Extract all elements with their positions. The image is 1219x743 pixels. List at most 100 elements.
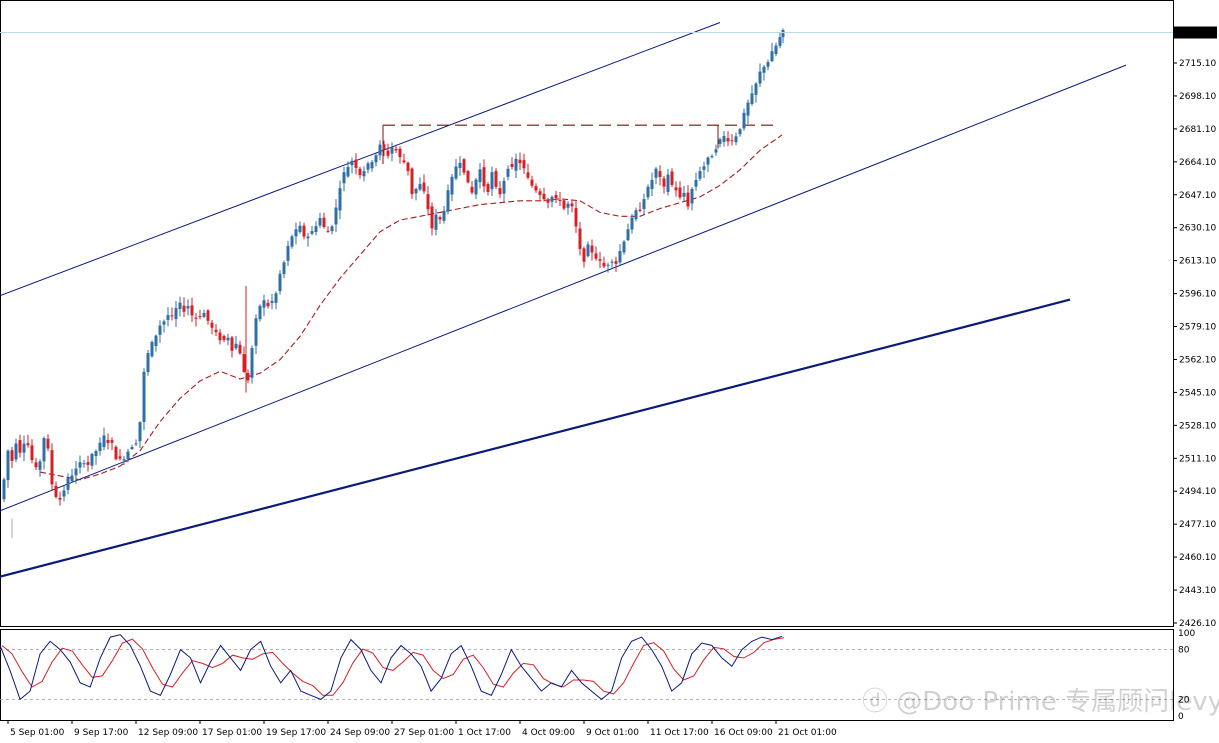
bull-candle: [82, 459, 86, 468]
bear-candle: [58, 491, 62, 506]
bear-candle: [110, 437, 114, 451]
bull-candle: [294, 222, 298, 245]
bull-candle: [178, 296, 182, 317]
stochastic-panel: 100 80 20 0: [0, 629, 1195, 722]
stoch-main-line: [0, 634, 783, 701]
bear-candle: [394, 144, 398, 154]
bull-candle: [366, 161, 370, 174]
bear-candle: [670, 168, 674, 188]
price-tick-label: 2698.10: [1179, 92, 1216, 102]
bull-candle: [610, 259, 614, 268]
bear-candle: [638, 202, 642, 213]
bear-candle: [46, 434, 50, 452]
bear-candle: [54, 481, 58, 499]
bull-candle: [442, 205, 446, 224]
bull-candle: [502, 177, 506, 202]
bull-candle: [762, 64, 766, 81]
bear-candle: [602, 256, 606, 269]
price-tick-label: 2477.10: [1179, 520, 1216, 530]
bear-candle: [214, 324, 218, 337]
bull-candle: [778, 32, 782, 49]
bull-candle: [390, 142, 394, 162]
bull-candle: [202, 309, 206, 318]
bull-candle: [74, 460, 78, 484]
bull-candle: [122, 456, 126, 466]
bull-candle: [474, 177, 478, 200]
bull-candle: [286, 240, 290, 266]
main-chart-frame: [0, 0, 1174, 721]
bull-candle: [70, 468, 74, 484]
price-tick-label: 2443.10: [1179, 586, 1216, 596]
bull-candle: [94, 449, 98, 465]
bull-candle: [154, 334, 158, 352]
bear-candle: [438, 215, 442, 224]
bull-candle: [146, 349, 150, 376]
bear-candle: [530, 175, 534, 188]
bull-candle: [186, 299, 190, 316]
bull-candle: [142, 368, 146, 431]
bull-candle: [690, 187, 694, 211]
bear-candle: [486, 182, 490, 196]
bull-candle: [698, 166, 702, 182]
time-tick-label: 16 Oct 09:00: [714, 728, 773, 738]
bear-candle: [422, 174, 426, 195]
bull-candle: [282, 260, 286, 279]
bear-candle: [522, 153, 526, 174]
trend-lines: [0, 22, 1127, 578]
bear-candle: [546, 197, 550, 209]
bear-candle: [470, 181, 474, 195]
bear-candle: [498, 180, 502, 198]
bear-candle: [574, 200, 578, 233]
bull-candle: [450, 174, 454, 202]
bear-candle: [10, 447, 14, 468]
bear-candle: [554, 190, 558, 203]
bull-candle: [134, 439, 138, 447]
price-tick-label: 2579.10: [1179, 323, 1216, 333]
bear-candle: [106, 433, 110, 450]
time-tick-label: 1 Oct 17:00: [458, 728, 511, 738]
bull-candle: [270, 293, 274, 310]
bull-candle: [126, 448, 130, 463]
bull-candle: [714, 144, 718, 156]
bull-candle: [414, 187, 418, 201]
time-tick-label: 9 Sep 17:00: [74, 728, 129, 738]
bear-candle: [466, 169, 470, 184]
last-price-marker: 2730.84: [0, 26, 1217, 39]
bear-candle: [26, 434, 30, 448]
price-tick-label: 2630.10: [1179, 224, 1216, 234]
bear-candle: [266, 299, 270, 309]
bear-candle: [482, 159, 486, 193]
bear-candle: [18, 434, 22, 458]
bear-candle: [430, 202, 434, 236]
bull-candle: [234, 335, 238, 351]
bull-candle: [130, 444, 134, 451]
bull-candle: [710, 154, 714, 159]
bull-candle: [478, 162, 482, 189]
bull-candle: [458, 156, 462, 176]
bear-candle: [242, 346, 246, 374]
price-tick-label: 2562.10: [1179, 355, 1216, 365]
bull-candle: [350, 157, 354, 174]
bear-candle: [114, 445, 118, 461]
channel-lower-line: [0, 64, 1127, 512]
bear-candle: [206, 309, 210, 325]
bull-candle: [290, 234, 294, 249]
bear-candle: [170, 307, 174, 321]
time-tick-label: 11 Oct 17:00: [650, 728, 709, 738]
bull-candle: [654, 166, 658, 185]
time-tick-label: 21 Oct 01:00: [778, 728, 837, 738]
time-tick-label: 17 Sep 01:00: [202, 728, 262, 738]
bull-candle: [250, 345, 254, 384]
bull-candle: [330, 224, 334, 235]
price-tick-label: 2681.10: [1179, 125, 1216, 135]
time-tick-label: 5 Sep 01:00: [10, 728, 65, 738]
bull-candle: [694, 172, 698, 191]
bear-candle: [30, 439, 34, 464]
bull-candle: [734, 132, 738, 146]
price-tick-label: 2545.10: [1179, 388, 1216, 398]
bear-candle: [582, 246, 586, 268]
bear-candle: [118, 448, 122, 461]
time-tick-label: 24 Sep 09:00: [330, 728, 390, 738]
bear-candle: [730, 134, 734, 146]
